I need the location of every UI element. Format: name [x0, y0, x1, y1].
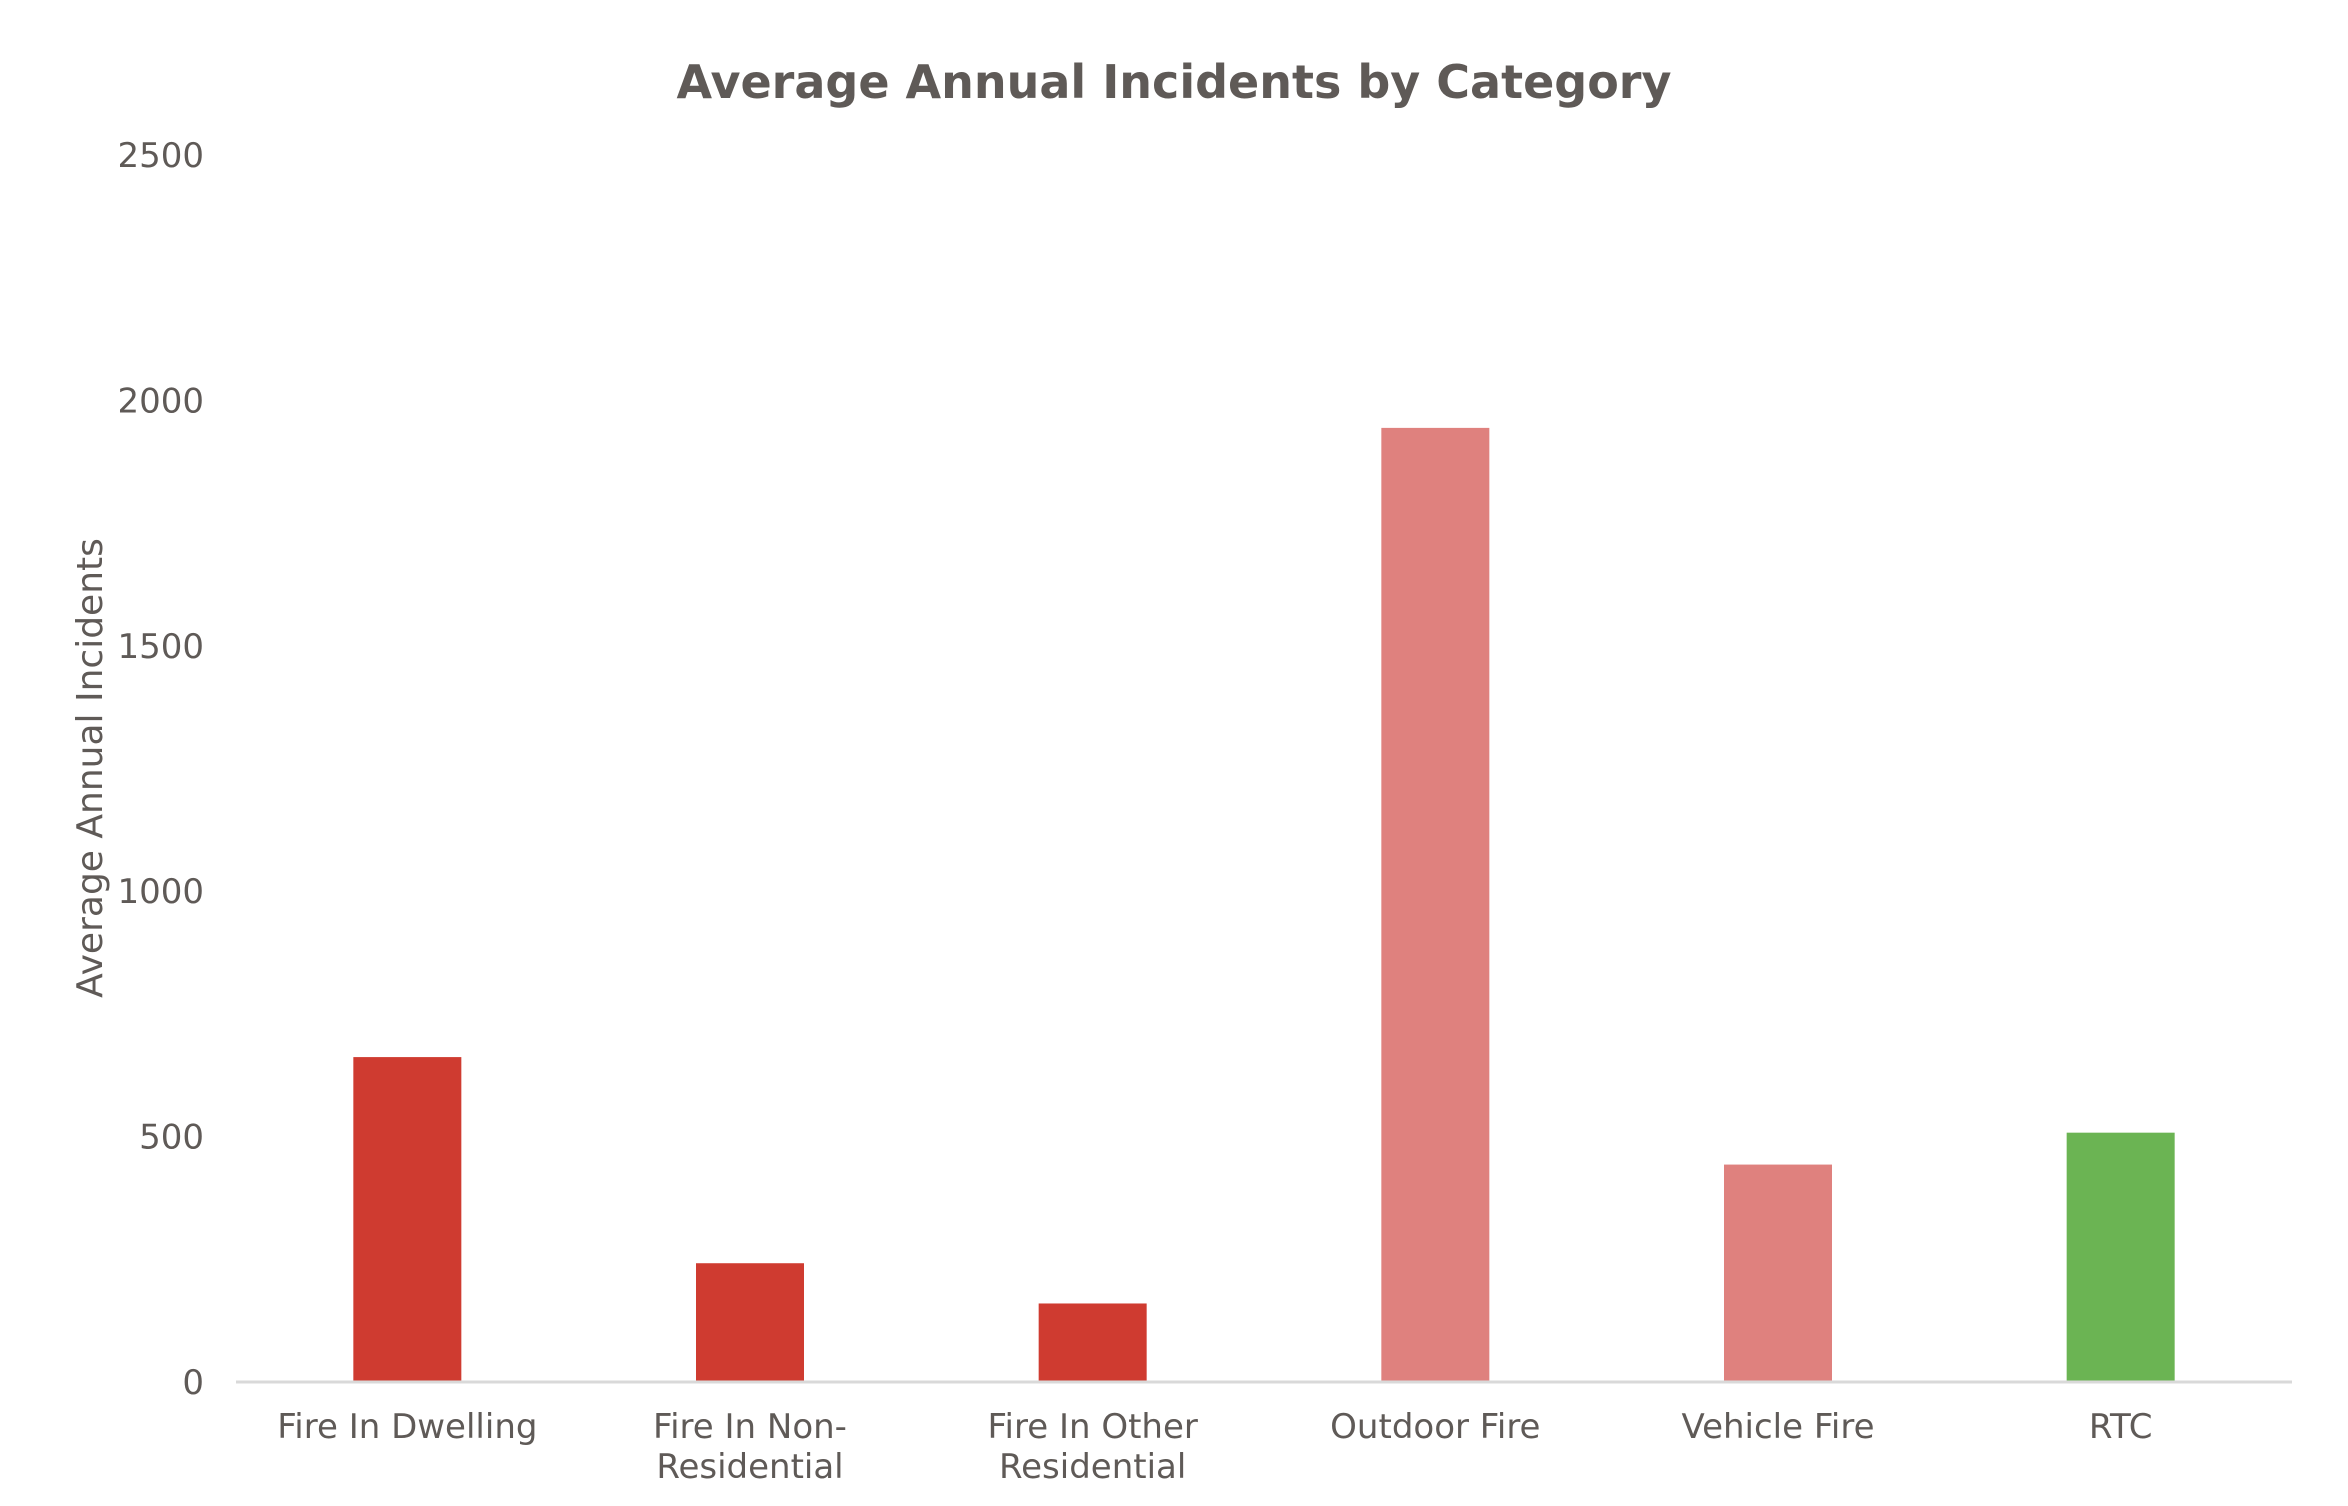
bars	[353, 427, 2175, 1383]
bar	[1724, 1164, 1832, 1382]
x-tick-label-line: Residential	[999, 1447, 1186, 1487]
y-axis-label: Average Annual Incidents	[70, 538, 111, 998]
bar	[696, 1263, 804, 1382]
bar	[1038, 1303, 1147, 1382]
y-tick-label: 1500	[117, 627, 204, 667]
x-tick-label-line: Residential	[656, 1447, 843, 1487]
bar	[2066, 1132, 2175, 1382]
y-tick-label: 0	[182, 1363, 204, 1403]
x-tick-label-line: Outdoor Fire	[1330, 1407, 1540, 1447]
chart-title: Average Annual Incidents by Category	[677, 55, 1672, 109]
bar	[1381, 427, 1490, 1383]
bar	[353, 1057, 462, 1382]
y-tick-label: 2000	[117, 381, 204, 421]
x-tick-label: Fire In Other Residential	[987, 1407, 1197, 1487]
y-tick-label: 500	[139, 1118, 204, 1158]
x-tick-label-line: Fire In Other	[987, 1407, 1197, 1447]
x-tick-label: Vehicle Fire	[1681, 1407, 1874, 1447]
x-tick-label-line: RTC	[2089, 1407, 2153, 1447]
y-axis-ticks: 0 500 1000 1500 2000 2500	[117, 136, 204, 1403]
x-tick-label-line: Fire In Non-	[653, 1407, 847, 1447]
y-tick-label: 1000	[117, 872, 204, 912]
x-axis-labels: Fire In Dwelling Fire In Non-ResidentialF…	[277, 1407, 2152, 1487]
x-tick-label: Fire In Non-Residential	[653, 1407, 847, 1487]
x-tick-label-line: Fire In Dwelling	[277, 1407, 537, 1447]
x-tick-label: Fire In Dwelling	[277, 1407, 537, 1447]
x-tick-label: Outdoor Fire	[1330, 1407, 1540, 1447]
y-tick-label: 2500	[117, 136, 204, 176]
x-tick-label: RTC	[2089, 1407, 2153, 1447]
x-tick-label-line: Vehicle Fire	[1681, 1407, 1874, 1447]
